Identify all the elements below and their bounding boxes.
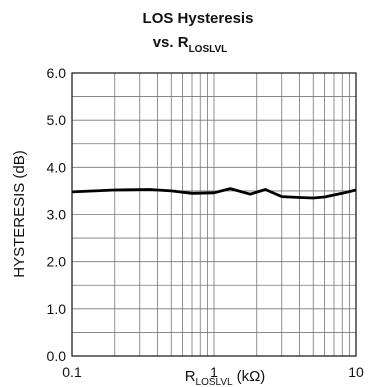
x-tick-label: 10 xyxy=(348,364,364,380)
y-tick-label: 4.0 xyxy=(47,159,67,175)
y-tick-label: 5.0 xyxy=(47,112,67,128)
chart-subtitle-text: vs. R xyxy=(153,34,189,51)
x-axis-label: RLOSLVL (kΩ) xyxy=(185,368,266,387)
x-tick-label: 0.1 xyxy=(62,364,82,380)
grid xyxy=(72,72,356,357)
series-line xyxy=(71,187,357,200)
plot-frame xyxy=(71,72,357,357)
y-tick-label: 0.0 xyxy=(47,348,67,364)
chart-subtitle: vs. RLOSLVL xyxy=(153,34,228,55)
chart-title: LOS Hysteresis xyxy=(143,10,254,27)
y-tick-label: 2.0 xyxy=(47,254,67,270)
tick-labels: 0.0 1.0 2.0 3.0 4.0 5.0 6.0 0.1 1 10 xyxy=(47,65,364,380)
x-axis-label-subscript: LOSLVL xyxy=(196,377,233,387)
y-tick-label: 3.0 xyxy=(47,207,67,223)
x-axis-label-unit: (kΩ) xyxy=(237,368,266,385)
chart-subtitle-subscript: LOSLVL xyxy=(189,44,228,55)
y-tick-label: 1.0 xyxy=(47,301,67,317)
x-axis-label-text: R xyxy=(185,368,196,385)
series-layer xyxy=(71,187,357,200)
y-axis-label: HYSTERESIS (dB) xyxy=(11,150,28,278)
x-tick-label: 1 xyxy=(210,364,218,380)
y-tick-label: 6.0 xyxy=(47,65,67,81)
